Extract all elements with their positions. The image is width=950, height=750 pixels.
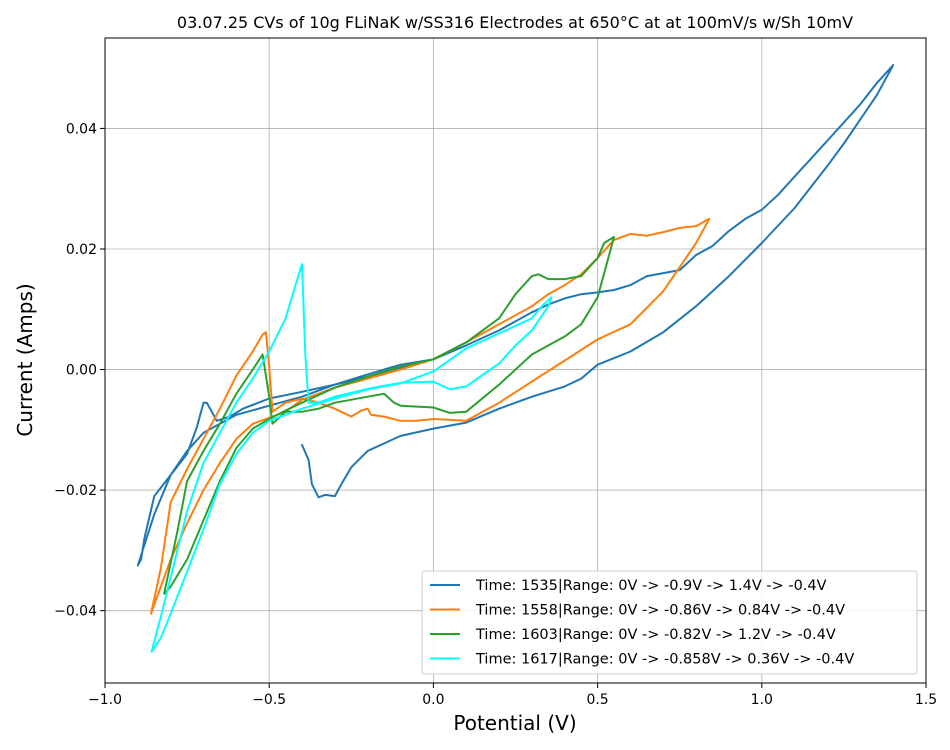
- y-axis-label: Current (Amps): [13, 283, 37, 436]
- y-tick-label: 0.04: [66, 121, 97, 137]
- y-tick-label: −0.04: [54, 604, 97, 620]
- series-line-3: [163, 235, 615, 595]
- legend: Time: 1535|Range: 0V -> -0.9V -> 1.4V ->…: [421, 570, 918, 675]
- plot-frame: [104, 37, 927, 684]
- legend-box: [421, 570, 918, 675]
- x-axis-label: Potential (V): [453, 711, 576, 735]
- x-tick-label: −1.0: [88, 692, 122, 708]
- legend-label: Time: 1603|Range: 0V -> -0.82V -> 1.2V -…: [475, 627, 836, 643]
- x-tick-label: 0.0: [422, 692, 444, 708]
- x-axis-ticks: −1.0 −0.5 0.0 0.5 1.0 1.5: [88, 683, 937, 708]
- y-tick-label: 0.02: [66, 242, 97, 258]
- x-tick-label: 1.5: [915, 692, 937, 708]
- x-tick-label: 0.5: [586, 692, 608, 708]
- series-layer: [136, 64, 895, 653]
- legend-label: Time: 1617|Range: 0V -> -0.858V -> 0.36V…: [475, 652, 854, 668]
- legend-label: Time: 1535|Range: 0V -> -0.9V -> 1.4V ->…: [475, 578, 827, 594]
- x-tick-label: −0.5: [252, 692, 286, 708]
- chart-title: 03.07.25 CVs of 10g FLiNaK w/SS316 Elect…: [177, 13, 853, 32]
- y-tick-label: 0.00: [66, 363, 97, 379]
- x-tick-label: 1.0: [751, 692, 773, 708]
- legend-label: Time: 1558|Range: 0V -> -0.86V -> 0.84V …: [475, 603, 845, 619]
- y-axis-ticks: −0.04 −0.02 0.00 0.02 0.04: [54, 121, 105, 620]
- series-line-1: [136, 64, 895, 567]
- y-tick-label: −0.02: [54, 483, 97, 499]
- series-line-2: [150, 217, 711, 615]
- series-line-4: [150, 263, 553, 653]
